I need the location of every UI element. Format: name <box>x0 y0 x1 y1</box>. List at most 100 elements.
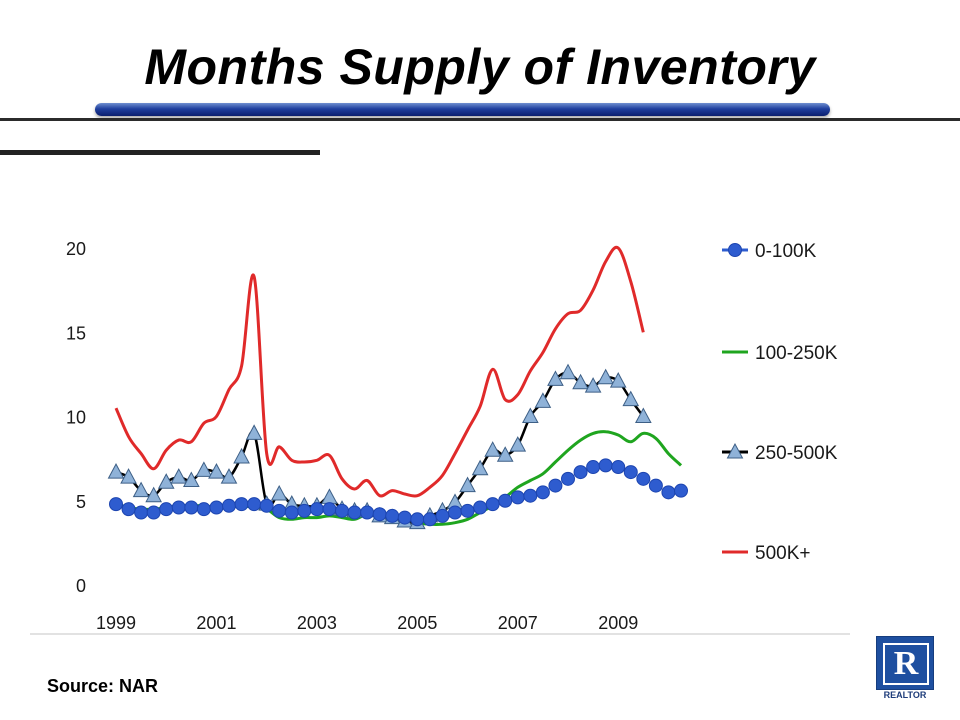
y-tick-label: 15 <box>66 323 86 343</box>
data-point <box>573 465 588 480</box>
data-point <box>157 473 175 489</box>
data-point <box>584 377 602 393</box>
data-point <box>245 424 263 440</box>
legend-label: 100-250K <box>755 343 838 364</box>
x-tick-label: 2001 <box>196 613 236 633</box>
realtor-logo: R REALTOR <box>876 636 934 706</box>
data-point <box>609 372 627 388</box>
legend-item: 500K+ <box>722 543 810 564</box>
data-point <box>309 502 324 517</box>
y-tick-label: 5 <box>76 492 86 512</box>
bottom-divider <box>30 633 850 635</box>
data-point <box>521 407 539 423</box>
data-point <box>459 476 476 493</box>
data-point <box>360 505 375 520</box>
data-point <box>547 370 564 386</box>
data-point <box>247 497 262 512</box>
data-point <box>586 460 601 475</box>
data-point <box>509 436 527 452</box>
y-tick-label: 20 <box>66 239 86 259</box>
data-point <box>234 497 249 512</box>
legend-item: 0-100K <box>722 241 817 262</box>
data-point <box>498 493 513 508</box>
y-axis: 0 5 10 15 20 <box>66 239 86 596</box>
data-point <box>598 458 613 473</box>
series-500k- <box>114 245 645 498</box>
data-point <box>270 484 288 501</box>
x-tick-label: 2005 <box>397 613 437 633</box>
data-point <box>410 512 425 527</box>
data-point <box>335 503 349 518</box>
data-point <box>159 502 174 517</box>
data-point <box>259 498 274 513</box>
data-point <box>548 478 563 493</box>
data-point <box>534 392 552 408</box>
data-point <box>485 497 500 512</box>
data-point <box>597 368 615 385</box>
data-point <box>484 441 502 457</box>
data-point <box>397 510 412 525</box>
data-point <box>611 460 626 475</box>
data-point <box>372 507 387 522</box>
data-point <box>634 407 652 423</box>
x-axis: 1999 2001 2003 2005 2007 2009 <box>96 613 638 633</box>
data-point <box>196 502 211 517</box>
data-point <box>510 490 525 505</box>
legend-label: 0-100K <box>755 241 817 262</box>
legend-marker <box>728 243 742 257</box>
data-point <box>561 471 575 486</box>
data-point <box>132 481 150 498</box>
series-0-100k <box>109 458 688 527</box>
data-point <box>322 502 337 517</box>
data-point <box>134 505 149 520</box>
data-point <box>623 465 638 480</box>
data-point <box>208 463 225 479</box>
data-point <box>195 461 213 477</box>
x-tick-label: 2003 <box>297 613 337 633</box>
y-tick-label: 0 <box>76 576 86 596</box>
data-point <box>145 486 163 503</box>
legend-item: 250-500K <box>722 442 838 464</box>
source-note: Source: NAR <box>47 676 159 696</box>
data-point <box>496 446 514 462</box>
data-point <box>648 478 663 493</box>
data-point <box>460 503 475 518</box>
x-tick-label: 2009 <box>598 613 638 633</box>
top-divider <box>0 118 960 121</box>
data-point <box>321 488 338 504</box>
data-point <box>220 468 238 484</box>
data-point <box>471 459 489 476</box>
short-divider <box>0 150 320 155</box>
realtor-logo-text: REALTOR <box>883 690 927 700</box>
x-tick-label: 1999 <box>96 613 136 633</box>
realtor-logo-box: R <box>876 636 934 690</box>
data-point <box>184 500 199 515</box>
legend-item: 100-250K <box>722 343 838 364</box>
data-point <box>297 503 312 518</box>
data-point <box>272 503 287 518</box>
data-point <box>422 512 437 527</box>
series-layer <box>107 245 688 530</box>
data-point <box>572 373 589 390</box>
legend-label: 500K+ <box>755 543 810 564</box>
data-point <box>209 500 224 515</box>
data-point <box>435 508 450 523</box>
data-point <box>284 505 299 520</box>
x-tick-label: 2007 <box>498 613 538 633</box>
data-point <box>347 505 362 520</box>
data-point <box>473 500 488 515</box>
data-point <box>559 363 577 380</box>
realtor-logo-letter: R <box>883 643 929 685</box>
data-point <box>121 502 136 517</box>
data-point <box>385 508 400 523</box>
chart-legend: 0-100K 100-250K 250-500K 500K+ <box>722 241 838 564</box>
data-point <box>222 498 236 513</box>
data-point <box>170 468 188 484</box>
data-point <box>107 463 125 479</box>
data-point <box>120 468 137 484</box>
data-point <box>182 471 200 488</box>
data-point <box>535 485 550 500</box>
data-point <box>523 488 538 503</box>
data-point <box>661 485 676 500</box>
